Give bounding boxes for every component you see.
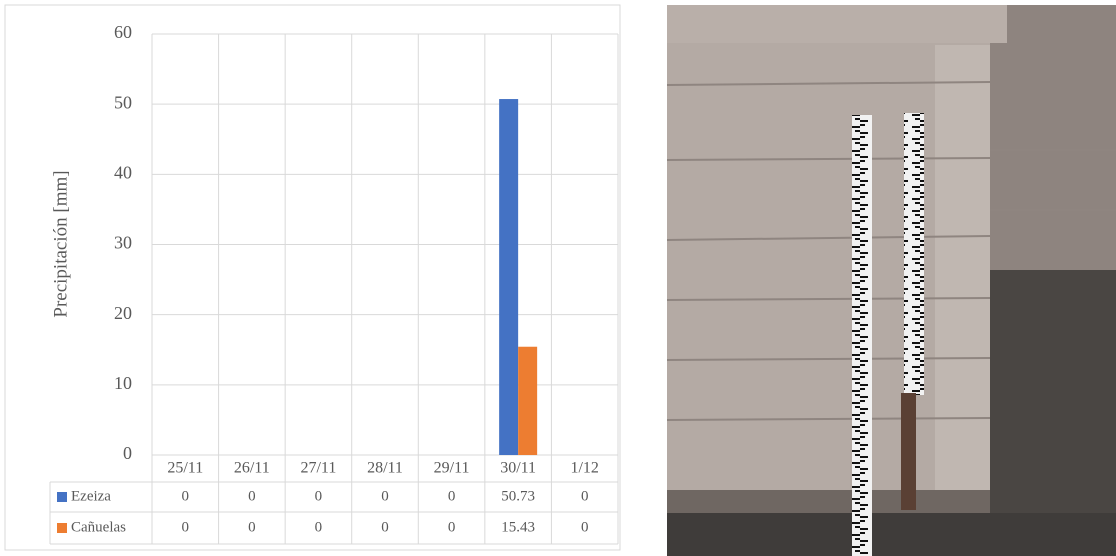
y-tick-label: 20 — [114, 303, 132, 323]
table-value: 0 — [315, 519, 323, 535]
table-value: 0 — [581, 519, 589, 535]
y-tick-label: 30 — [114, 233, 132, 253]
y-axis-label: Precipitación [mm] — [50, 170, 71, 317]
table-value: 0 — [381, 488, 389, 504]
x-tick-label: 26/11 — [234, 460, 270, 477]
table-value: 0 — [248, 488, 256, 504]
x-tick-label: 1/12 — [570, 460, 598, 477]
x-tick-label: 25/11 — [167, 460, 203, 477]
y-tick-label: 60 — [114, 22, 132, 42]
table-value: 0 — [448, 488, 456, 504]
table-value: 0 — [248, 519, 256, 535]
y-tick-label: 50 — [114, 92, 132, 112]
table-value: 0 — [381, 519, 389, 535]
table-value: 0 — [448, 519, 456, 535]
bar — [499, 99, 519, 456]
x-tick-label: 27/11 — [300, 460, 336, 477]
legend-swatch — [57, 492, 67, 502]
legend-label: Cañuelas — [71, 519, 126, 535]
table-value: 0 — [182, 519, 190, 535]
x-tick-label: 29/11 — [434, 460, 470, 477]
legend-swatch — [57, 523, 67, 533]
table-value: 0 — [581, 488, 589, 504]
y-tick-label: 10 — [114, 373, 132, 393]
bar — [518, 346, 538, 455]
table-value: 0 — [182, 488, 190, 504]
y-tick-label: 0 — [123, 443, 132, 463]
x-tick-label: 30/11 — [500, 460, 536, 477]
legend-label: Ezeiza — [71, 488, 111, 504]
photo — [666, 5, 1116, 556]
y-tick-label: 40 — [114, 162, 132, 182]
table-value: 50.73 — [501, 488, 535, 504]
x-tick-label: 28/11 — [367, 460, 403, 477]
table-value: 15.43 — [501, 519, 535, 535]
table-value: 0 — [315, 488, 323, 504]
